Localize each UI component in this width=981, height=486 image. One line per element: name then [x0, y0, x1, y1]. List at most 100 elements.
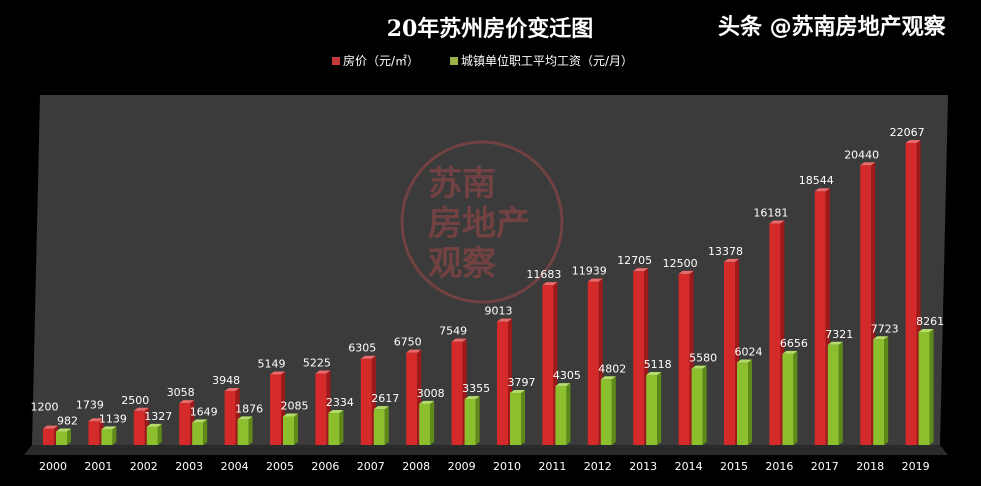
- bar-front: [497, 321, 508, 445]
- data-label-price-2009: 7549: [439, 325, 467, 338]
- bar-side: [384, 406, 389, 445]
- bar-front: [451, 341, 463, 445]
- bar-top: [146, 423, 162, 427]
- data-label-price-2003: 3058: [167, 386, 195, 399]
- bar-wage-2013: [646, 371, 662, 445]
- bar-wage-2016: [782, 350, 798, 445]
- bar-top: [451, 338, 467, 342]
- data-label-wage-2006: 2334: [326, 396, 354, 409]
- bar-top: [43, 425, 58, 429]
- data-label-wage-2003: 1649: [190, 405, 218, 418]
- bar-wage-2002: [146, 423, 162, 445]
- bar-top: [283, 413, 298, 417]
- bar-top: [678, 270, 694, 274]
- bar-front: [737, 362, 748, 445]
- x-tick-label-2009: 2009: [448, 460, 476, 473]
- bar-top: [179, 400, 195, 404]
- data-label-wage-2010: 3797: [508, 376, 536, 389]
- bar-top: [905, 140, 921, 143]
- bar-front: [691, 368, 703, 445]
- bar-wage-2019: [918, 328, 934, 445]
- data-label-price-2012: 11939: [572, 265, 607, 278]
- bar-front: [769, 223, 781, 445]
- data-label-price-2016: 16181: [753, 207, 788, 220]
- x-tick-label-2002: 2002: [130, 460, 158, 473]
- data-label-price-2015: 13378: [708, 245, 743, 258]
- bar-top: [587, 278, 603, 282]
- x-tick-label-2000: 2000: [39, 460, 67, 473]
- bar-top: [360, 355, 376, 359]
- bar-front: [464, 399, 476, 445]
- data-label-price-2017: 18544: [799, 174, 834, 187]
- data-label-wage-2000: 982: [57, 415, 78, 428]
- bar-front: [192, 422, 204, 445]
- bar-top: [101, 426, 117, 430]
- data-label-price-2007: 6305: [348, 342, 376, 355]
- bar-front: [88, 421, 100, 445]
- stamp-circle: [400, 140, 564, 304]
- bar-side: [430, 400, 435, 445]
- legend-swatch-price: [332, 57, 340, 65]
- data-label-price-2001: 1739: [76, 398, 104, 411]
- data-label-price-2010: 9013: [485, 305, 513, 318]
- bar-front: [56, 431, 67, 445]
- data-label-wage-2002: 1327: [144, 410, 172, 423]
- bar-side: [521, 390, 525, 445]
- x-tick-label-2005: 2005: [266, 460, 294, 473]
- bar-wage-2011: [555, 383, 571, 445]
- bar-side: [294, 413, 298, 445]
- bar-top: [691, 365, 707, 369]
- bar-front: [542, 285, 554, 445]
- bar-front: [328, 413, 340, 445]
- bar-front: [918, 331, 930, 445]
- bar-front: [905, 143, 917, 445]
- bar-front: [283, 416, 294, 445]
- bar-top: [555, 383, 571, 387]
- chart-title: 20年苏州房价变迁图: [387, 16, 594, 42]
- bar-top: [497, 318, 512, 322]
- bar-top: [224, 387, 240, 391]
- data-label-wage-2018: 7723: [871, 322, 899, 335]
- data-label-wage-2001: 1139: [99, 412, 127, 425]
- bar-top: [814, 188, 830, 192]
- bar-top: [373, 406, 389, 410]
- x-tick-label-2019: 2019: [902, 460, 930, 473]
- data-label-wage-2004: 1876: [235, 402, 263, 415]
- legend-label-wage: 城镇单位职工平均工资（元/月）: [461, 53, 633, 68]
- bar-wage-2017: [827, 341, 843, 445]
- data-label-price-2005: 5149: [258, 358, 286, 371]
- bar-side: [157, 423, 162, 445]
- bar-top: [419, 400, 435, 404]
- bar-wage-2001: [101, 426, 117, 445]
- bar-top: [600, 376, 616, 380]
- data-label-price-2011: 11683: [526, 268, 561, 281]
- bar-top: [860, 162, 876, 166]
- bar-front: [555, 386, 567, 445]
- bar-side: [657, 371, 662, 445]
- bar-wage-2008: [419, 400, 435, 445]
- bar-top: [315, 370, 331, 374]
- bar-front: [587, 281, 599, 445]
- bar-price-2000: [43, 425, 58, 445]
- bar-wage-2010: [510, 390, 525, 445]
- bar-top: [737, 359, 752, 363]
- bar-top: [827, 341, 843, 345]
- bar-front: [678, 273, 690, 445]
- bar-price-2017: [814, 188, 830, 445]
- bar-top: [192, 419, 208, 423]
- bar-wage-2018: [873, 336, 889, 445]
- bar-top: [633, 268, 649, 272]
- bar-top: [133, 407, 149, 411]
- x-tick-label-2010: 2010: [493, 460, 521, 473]
- bar-side: [566, 383, 571, 445]
- x-tick-label-2012: 2012: [584, 460, 612, 473]
- data-label-price-2019: 22067: [890, 126, 925, 139]
- bar-top: [406, 349, 422, 353]
- data-label-wage-2013: 5118: [644, 358, 672, 371]
- x-tick-label-2015: 2015: [720, 460, 748, 473]
- data-label-wage-2009: 3355: [462, 382, 490, 395]
- bar-top: [510, 390, 525, 394]
- data-label-price-2013: 12705: [617, 254, 652, 267]
- bar-front: [724, 261, 735, 445]
- bar-wage-2000: [56, 428, 71, 445]
